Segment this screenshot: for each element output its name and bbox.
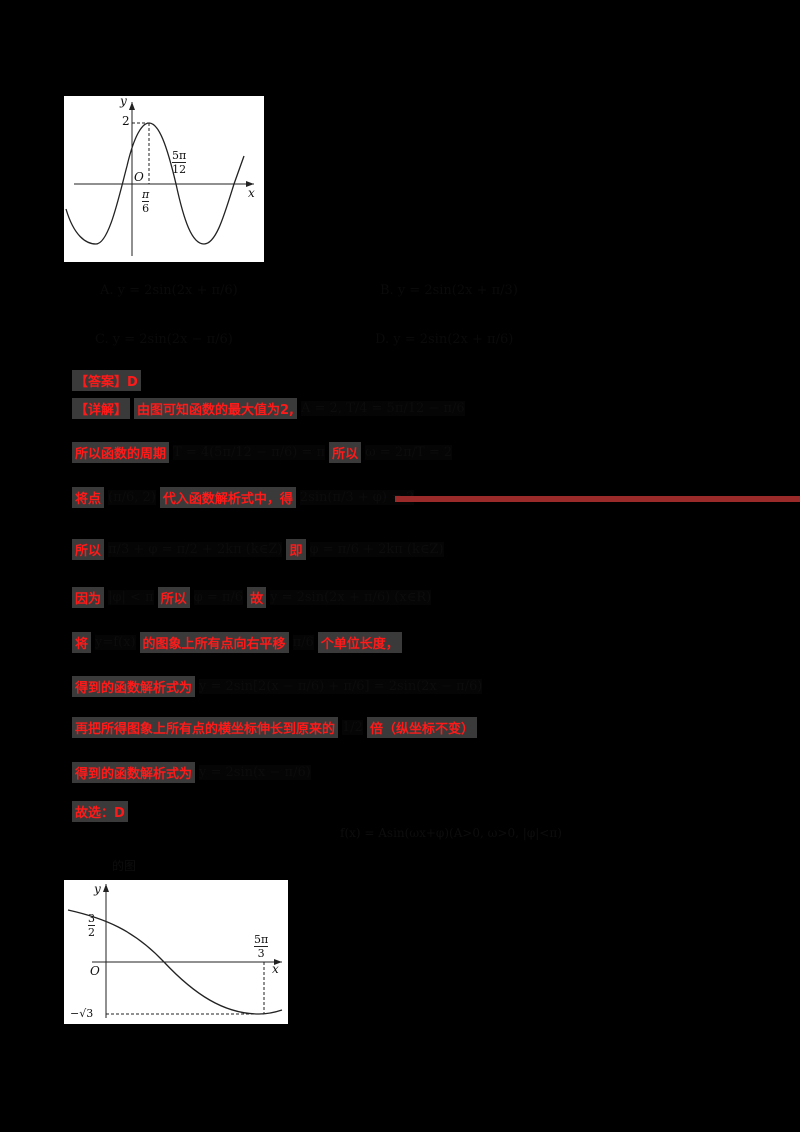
x-axis-label: x	[248, 186, 255, 200]
answer-tag: 【答案】D	[72, 370, 141, 391]
red-divider	[395, 496, 800, 502]
solution-line-4: 所以 π/3 + φ = π/2 + 2kπ (k∈Z) 即 φ = π/6 +…	[72, 539, 444, 560]
solution-line-3: 将点 (π/6, 2) 代入函数解析式中，得 2sin(π/3 + φ) = 2	[72, 487, 415, 508]
solution-line-9: 得到的函数解析式为 y = 2sin(x − π/6)	[72, 762, 311, 783]
choice-b[interactable]: B. y = 2sin(2x + π/3)	[380, 283, 518, 298]
x-axis-label: x	[272, 962, 279, 976]
origin-label: O	[134, 170, 144, 184]
solution-line-6: 将 y=f(x) 的图象上所有点向右平移 π/6 个单位长度，	[72, 632, 402, 653]
final-answer: 故选：D	[72, 801, 128, 822]
y-axis-label: y	[120, 94, 127, 108]
decreasing-curve-plot	[67, 884, 283, 1018]
sine-graph-2: y x O 3 2 −√3 5π 3	[64, 880, 288, 1024]
y-axis-label: y	[94, 882, 101, 896]
choice-d[interactable]: D. y = 2sin(2x + π/6)	[375, 332, 514, 347]
sine-curve-plot	[65, 102, 254, 256]
origin-label: O	[90, 964, 100, 978]
x-tick-pi-6: π 6	[142, 188, 150, 215]
choice-a[interactable]: A. y = 2sin(2x + π/6)	[100, 283, 238, 298]
next-problem-text-left: 的图	[112, 859, 137, 873]
y-tick-2: 2	[122, 114, 130, 128]
y-tick-neg-sqrt3: −√3	[70, 1007, 94, 1020]
solution-line-8: 再把所得图象上所有点的横坐标伸长到原来的 1/2 倍（纵坐标不变）	[72, 717, 477, 738]
solution-line-2: 所以函数的周期 T = 4(5π/12 − π/6) = π 所以 ω = 2π…	[72, 442, 453, 463]
x-tick-5pi-3: 5π 3	[254, 933, 269, 960]
solution-line-7: 得到的函数解析式为 y = 2sin[2(x − π/6) + π/6] = 2…	[72, 676, 483, 697]
y-tick-3-2: 3 2	[88, 912, 95, 939]
sine-graph-1: y x O 2 π 6 5π 12	[64, 94, 264, 262]
solution-line-5: 因为 |φ| < π 所以 φ = π/6 故 y = 2sin(2x + π/…	[72, 587, 432, 608]
next-problem-text-right: f(x) = Asin(ωx+φ)(A>0, ω>0, |φ|<π)	[340, 826, 562, 840]
choice-c[interactable]: C. y = 2sin(2x − π/6)	[95, 332, 233, 347]
solution-line-1: 【详解】 由图可知函数的最大值为2, A = 2, T/4 = 5π/12 − …	[72, 398, 465, 419]
x-tick-5pi-12: 5π 12	[172, 149, 187, 176]
